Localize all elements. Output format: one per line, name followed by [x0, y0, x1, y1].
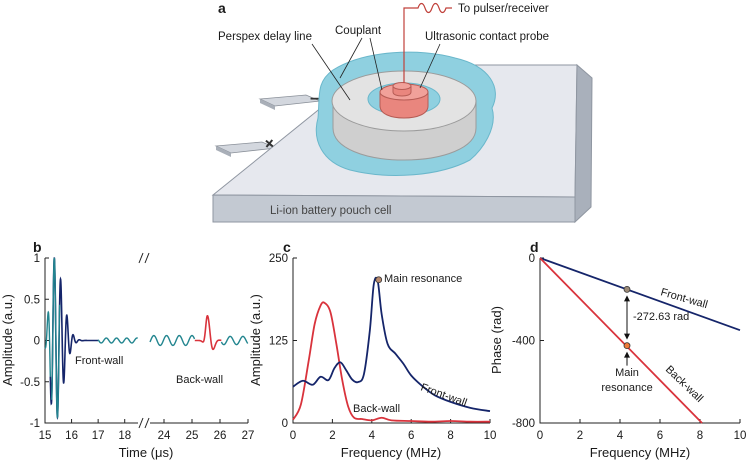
- panel-c-y-tick-label: 0: [282, 418, 288, 430]
- panel-a: a Li-ion battery pouch cell − + To pulse…: [211, 0, 593, 224]
- panel-c-x-tick-label: 2: [329, 430, 335, 442]
- panel-c-y-tick-label: 125: [269, 336, 288, 348]
- panel-c-x-tick-label: 6: [408, 430, 414, 442]
- phase-arrow-head-up: [624, 295, 630, 302]
- back-wall-spectrum: [292, 301, 491, 423]
- main-resonance-marker: [375, 276, 383, 284]
- panel-d-x-tick-label: 8: [697, 430, 703, 442]
- panel-c-xlabel: Frequency (MHz): [341, 445, 441, 460]
- panel-d-x-tick-label: 4: [617, 430, 624, 442]
- main-resonance-annotation-d-1: Main: [615, 367, 639, 379]
- panel-c-x-tick-label: 4: [369, 430, 376, 442]
- probe-label: Ultrasonic contact probe: [425, 31, 549, 43]
- couplant-leader-2: [369, 37, 383, 91]
- main-resonance-annotation-d-2: resonance: [601, 382, 652, 394]
- panel-b-x-tick-label: 16: [65, 430, 78, 442]
- back-wall-annotation-c: Back-wall: [353, 403, 400, 415]
- panel-b-y-tick-label: 0.5: [24, 294, 40, 306]
- panel-c-x-tick-label: 0: [290, 430, 296, 442]
- back-wall-annotation-d: Back-wall: [663, 364, 705, 405]
- axis-break-mark-3: [138, 252, 144, 264]
- couplant-leader-1: [339, 37, 363, 79]
- axis-break-mark-2: [144, 417, 150, 429]
- panel-b-x-tick-label: 18: [118, 430, 131, 442]
- panel-c-y-tick-label: 250: [269, 253, 288, 265]
- probe-cap-top: [392, 82, 412, 90]
- panel-c-ylabel: Amplitude (a.u.): [248, 294, 263, 386]
- panel-b-y-tick-label: -0.5: [20, 377, 40, 389]
- perspex-leader: [311, 43, 351, 101]
- panel-c-x-tick-label: 10: [484, 430, 497, 442]
- panel-d-ylabel: Phase (rad): [489, 306, 504, 374]
- panel-c-x-tick-label: 8: [447, 430, 453, 442]
- panel-d-x-tick-label: 10: [734, 430, 747, 442]
- front-wall-spectrum: [292, 276, 491, 413]
- panel-d-x-tick-label: 0: [537, 430, 543, 442]
- front-wall-phase-line: [539, 257, 741, 332]
- back-wall-resonance-marker: [623, 342, 631, 350]
- panel-b-x-tick-label: 25: [186, 430, 199, 442]
- probe-leader: [419, 43, 441, 89]
- probe-cable: [403, 2, 452, 83]
- panel-d-xlabel: Frequency (MHz): [590, 445, 690, 460]
- tab-positive-edge: [216, 146, 231, 157]
- panel-c: c 0 2 4 6 8 10 0 125 250 Frequency (MHz) Amplitu…: [248, 239, 496, 460]
- panel-d-y-tick-label: -800: [512, 418, 535, 430]
- panel-b-y-tick-label: -1: [30, 418, 40, 430]
- tab-negative-edge: [260, 99, 275, 110]
- front-wall-tail: [97, 337, 139, 344]
- phase-difference-label: -272.63 rad: [633, 311, 689, 323]
- panel-b-x-tick-label: 26: [214, 430, 227, 442]
- back-wall-waveform: [194, 314, 222, 351]
- main-resonance-arrow-head: [624, 351, 630, 358]
- front-wall-annotation-b: Front-wall: [75, 355, 123, 367]
- axis-break-mark-4: [144, 252, 150, 264]
- panel-b-xlabel: Time (μs): [119, 445, 174, 460]
- panel-b-x-tick-label: 27: [242, 430, 255, 442]
- panel-d-axes: [539, 258, 740, 424]
- panel-d-x-tick-label: 2: [577, 430, 583, 442]
- panel-b-x-tick-label: 15: [39, 430, 52, 442]
- axis-break-mark-1: [138, 417, 144, 429]
- panel-d: d 0 2 4 6 8 10 -800 -400 0 Frequency (MHz) Phase…: [489, 239, 746, 460]
- back-wall-phase-line: [539, 257, 703, 424]
- panel-b-y-tick-label: 1: [34, 253, 40, 265]
- panel-d-x-tick-label: 6: [657, 430, 663, 442]
- panel-b-x-tick-label: 24: [158, 430, 171, 442]
- front-wall-annotation-c: Front-wall: [419, 382, 468, 410]
- couplant-label: Couplant: [335, 25, 382, 37]
- panel-a-label: a: [218, 0, 226, 16]
- cell-side: [574, 63, 593, 224]
- to-pulser-label: To pulser/receiver: [458, 3, 549, 15]
- panel-d-y-tick-label: -400: [512, 336, 535, 348]
- panel-b-y-tick-label: 0: [34, 336, 40, 348]
- back-wall-pre-tail: [149, 334, 196, 347]
- back-wall-annotation-b: Back-wall: [176, 374, 223, 386]
- panel-b-ylabel: Amplitude (a.u.): [0, 294, 15, 386]
- minus-sign: −: [310, 91, 319, 108]
- panel-b-label: b: [33, 239, 42, 255]
- back-wall-tail: [220, 335, 249, 346]
- main-resonance-annotation-c: Main resonance: [384, 273, 462, 285]
- panel-c-label: c: [283, 239, 291, 255]
- phase-arrow-head-down: [624, 333, 630, 340]
- perspex-label: Perspex delay line: [218, 31, 312, 43]
- front-wall-pre-waveform: [44, 310, 52, 377]
- front-wall-peak: [50, 257, 61, 419]
- panel-b: b 15 16 17 18 24 25 26 27-1-0.500.51 Time (μs) …: [0, 239, 254, 460]
- front-wall-waveform: [49, 257, 99, 421]
- cell-label: Li-ion battery pouch cell: [270, 205, 391, 217]
- panel-d-y-tick-label: 0: [529, 253, 535, 265]
- cell-front: [212, 194, 576, 223]
- front-wall-annotation-d: Front-wall: [659, 286, 709, 311]
- panel-d-label: d: [530, 239, 539, 255]
- front-wall-resonance-marker: [623, 285, 631, 293]
- panel-b-x-tick-label: 17: [92, 430, 105, 442]
